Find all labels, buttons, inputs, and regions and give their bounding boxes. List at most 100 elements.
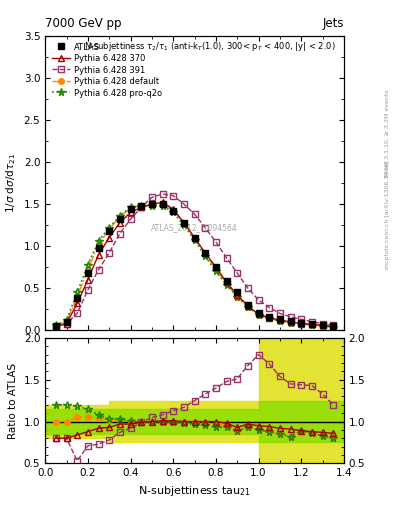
Pythia 6.428 pro-q2o xyxy=(75,289,79,295)
Pythia 6.428 391 xyxy=(96,267,101,273)
Pythia 6.428 370 xyxy=(86,276,90,283)
Pythia 6.428 default xyxy=(160,201,165,207)
Pythia 6.428 370 xyxy=(320,322,325,328)
ATLAS xyxy=(64,319,69,325)
ATLAS xyxy=(128,206,133,212)
Pythia 6.428 370 xyxy=(224,279,229,285)
Pythia 6.428 default xyxy=(182,220,186,226)
Line: Pythia 6.428 default: Pythia 6.428 default xyxy=(53,201,336,330)
Pythia 6.428 pro-q2o xyxy=(86,262,90,268)
Pythia 6.428 391 xyxy=(203,225,208,231)
Pythia 6.428 370 xyxy=(203,250,208,256)
ATLAS xyxy=(331,323,336,329)
Pythia 6.428 default xyxy=(96,241,101,247)
Pythia 6.428 default xyxy=(107,226,112,232)
Pythia 6.428 pro-q2o xyxy=(192,237,197,243)
Pythia 6.428 pro-q2o xyxy=(235,293,240,300)
Pythia 6.428 370 xyxy=(277,317,282,323)
ATLAS xyxy=(203,250,208,256)
Pythia 6.428 default xyxy=(128,205,133,211)
Line: ATLAS: ATLAS xyxy=(52,201,337,330)
Pythia 6.428 370 xyxy=(128,209,133,216)
Pythia 6.428 391 xyxy=(267,305,272,311)
Text: 7000 GeV pp: 7000 GeV pp xyxy=(45,17,122,30)
Pythia 6.428 pro-q2o xyxy=(331,324,336,330)
Line: Pythia 6.428 pro-q2o: Pythia 6.428 pro-q2o xyxy=(52,202,337,331)
Pythia 6.428 391 xyxy=(182,201,186,207)
Pythia 6.428 370 xyxy=(139,204,143,210)
Pythia 6.428 pro-q2o xyxy=(96,238,101,244)
Pythia 6.428 pro-q2o xyxy=(213,268,218,274)
Pythia 6.428 391 xyxy=(139,204,143,210)
Pythia 6.428 391 xyxy=(235,270,240,276)
Pythia 6.428 pro-q2o xyxy=(277,318,282,324)
Pythia 6.428 default xyxy=(64,319,69,325)
Pythia 6.428 370 xyxy=(288,319,293,325)
ATLAS xyxy=(224,279,229,285)
Pythia 6.428 370 xyxy=(299,321,303,327)
Pythia 6.428 pro-q2o xyxy=(320,323,325,329)
Pythia 6.428 391 xyxy=(118,230,122,237)
ATLAS xyxy=(149,201,154,207)
Y-axis label: 1/$\sigma$ d$\sigma$/d$\tau_{21}$: 1/$\sigma$ d$\sigma$/d$\tau_{21}$ xyxy=(4,153,18,213)
ATLAS xyxy=(267,314,272,320)
Pythia 6.428 pro-q2o xyxy=(310,322,314,328)
Pythia 6.428 370 xyxy=(53,324,58,330)
Pythia 6.428 pro-q2o xyxy=(288,319,293,326)
ATLAS xyxy=(310,322,314,328)
Pythia 6.428 default xyxy=(246,304,250,310)
Pythia 6.428 pro-q2o xyxy=(182,222,186,228)
Pythia 6.428 pro-q2o xyxy=(107,225,112,231)
Pythia 6.428 391 xyxy=(310,319,314,325)
Legend: ATLAS, Pythia 6.428 370, Pythia 6.428 391, Pythia 6.428 default, Pythia 6.428 pr: ATLAS, Pythia 6.428 370, Pythia 6.428 39… xyxy=(50,40,165,100)
Pythia 6.428 370 xyxy=(182,220,186,226)
Pythia 6.428 391 xyxy=(53,324,58,330)
Pythia 6.428 370 xyxy=(267,314,272,321)
Pythia 6.428 391 xyxy=(320,321,325,327)
Pythia 6.428 pro-q2o xyxy=(299,321,303,327)
Pythia 6.428 370 xyxy=(331,324,336,330)
Pythia 6.428 391 xyxy=(288,314,293,320)
Pythia 6.428 pro-q2o xyxy=(64,317,69,323)
ATLAS xyxy=(171,208,176,214)
ATLAS xyxy=(246,302,250,308)
ATLAS xyxy=(53,323,58,329)
Text: Rivet 3.1.10, ≥ 3.2M events: Rivet 3.1.10, ≥ 3.2M events xyxy=(385,89,389,177)
Pythia 6.428 pro-q2o xyxy=(160,203,165,209)
Pythia 6.428 391 xyxy=(299,316,303,323)
Pythia 6.428 391 xyxy=(331,322,336,328)
Pythia 6.428 391 xyxy=(86,287,90,293)
Pythia 6.428 default xyxy=(118,214,122,220)
Pythia 6.428 391 xyxy=(107,250,112,256)
ATLAS xyxy=(182,220,186,226)
Pythia 6.428 pro-q2o xyxy=(171,209,176,216)
Pythia 6.428 default xyxy=(171,208,176,214)
Pythia 6.428 default xyxy=(310,322,314,328)
Pythia 6.428 pro-q2o xyxy=(246,304,250,310)
Pythia 6.428 370 xyxy=(171,206,176,212)
Pythia 6.428 391 xyxy=(192,211,197,217)
ATLAS xyxy=(160,201,165,207)
Pythia 6.428 370 xyxy=(64,321,69,327)
Pythia 6.428 pro-q2o xyxy=(53,322,58,328)
Pythia 6.428 370 xyxy=(246,303,250,309)
Y-axis label: Ratio to ATLAS: Ratio to ATLAS xyxy=(8,362,18,439)
Pythia 6.428 370 xyxy=(96,251,101,258)
Pythia 6.428 370 xyxy=(235,292,240,298)
Pythia 6.428 default xyxy=(139,203,143,209)
ATLAS xyxy=(192,234,197,241)
Pythia 6.428 default xyxy=(277,318,282,324)
Pythia 6.428 391 xyxy=(64,321,69,327)
Pythia 6.428 default xyxy=(267,315,272,322)
Pythia 6.428 370 xyxy=(75,300,79,306)
Text: Jets: Jets xyxy=(322,17,344,30)
Pythia 6.428 391 xyxy=(277,310,282,316)
Pythia 6.428 default xyxy=(224,281,229,287)
Pythia 6.428 391 xyxy=(75,310,79,316)
Text: mcplots.cern.ch [arXiv:1306.3436]: mcplots.cern.ch [arXiv:1306.3436] xyxy=(385,161,389,269)
Pythia 6.428 370 xyxy=(310,322,314,328)
Pythia 6.428 default xyxy=(192,234,197,241)
ATLAS xyxy=(75,295,79,302)
ATLAS xyxy=(299,319,303,326)
Pythia 6.428 391 xyxy=(246,285,250,291)
